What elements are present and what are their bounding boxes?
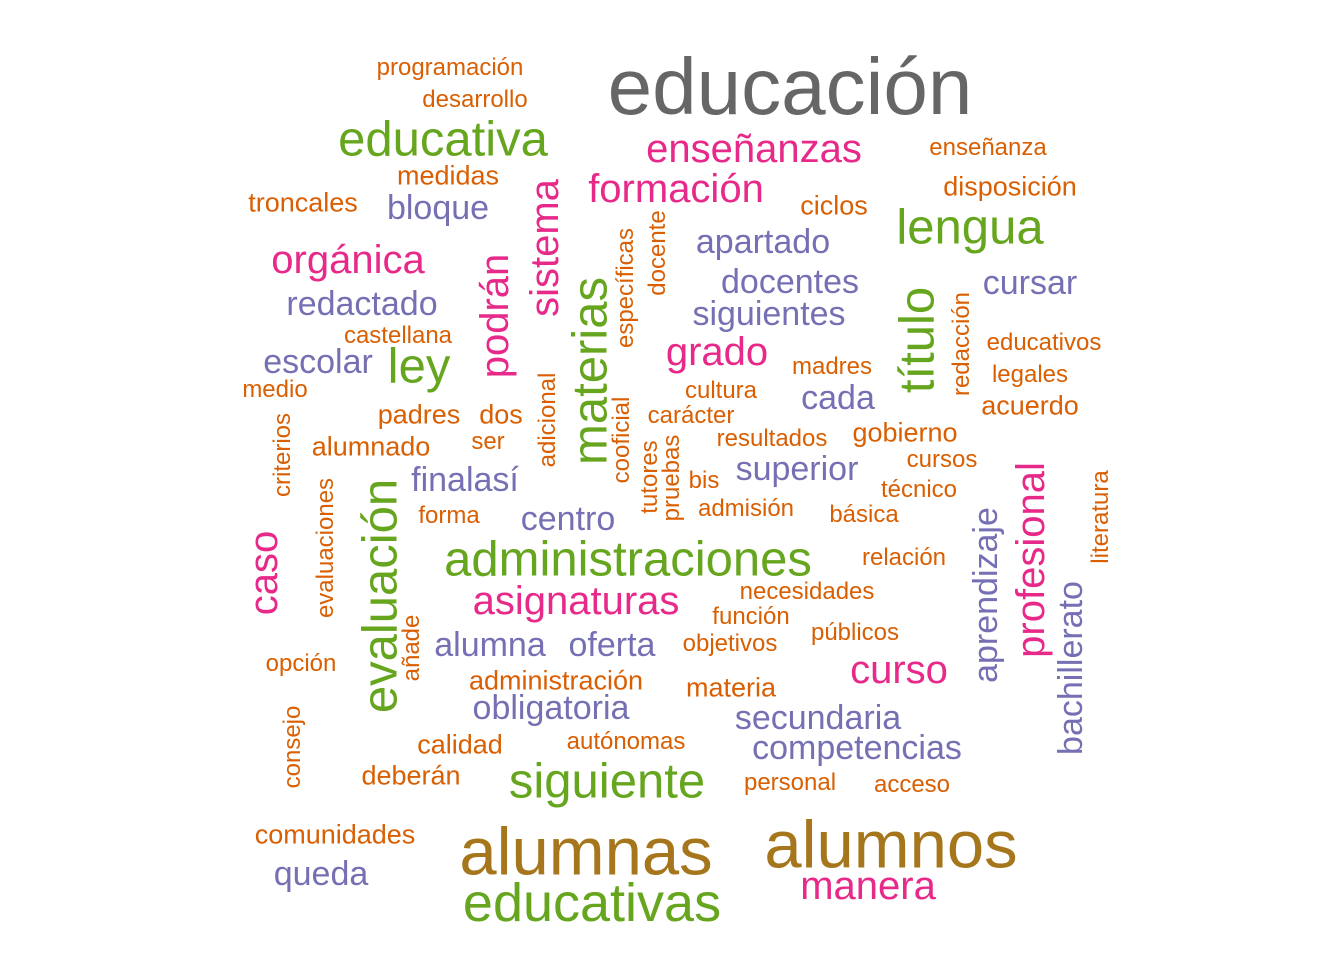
word: desarrollo xyxy=(422,86,528,113)
word: redacción xyxy=(948,291,975,397)
word: orgánica xyxy=(271,238,425,282)
word: admisión xyxy=(697,495,795,522)
word: aprendizaje xyxy=(967,507,1005,683)
word: padres xyxy=(377,399,461,430)
word: educativas xyxy=(462,873,722,933)
word: añade xyxy=(398,614,425,682)
word: autónomas xyxy=(566,728,686,755)
word: título xyxy=(890,286,945,394)
word: escolar xyxy=(263,343,373,381)
word: ciclos xyxy=(800,190,868,221)
word: grado xyxy=(665,330,769,374)
word: medidas xyxy=(396,160,500,191)
word: docentes xyxy=(721,263,859,301)
word: calidad xyxy=(417,729,503,760)
word: troncales xyxy=(248,187,358,218)
word: centro xyxy=(520,500,616,538)
word: técnico xyxy=(880,476,958,503)
word: curso xyxy=(850,648,948,692)
word: sistema xyxy=(523,179,567,317)
word: consejo xyxy=(279,705,306,789)
word: siguientes xyxy=(692,295,846,333)
word: bis xyxy=(688,467,720,494)
word: medio xyxy=(242,376,308,403)
word: formación xyxy=(588,167,764,211)
word: evaluaciones xyxy=(312,477,339,619)
word: ser xyxy=(471,428,505,455)
word: comunidades xyxy=(254,819,416,850)
word: secundaria xyxy=(734,699,902,737)
word: podrán xyxy=(473,253,517,379)
word: administración xyxy=(468,665,644,696)
word: caso xyxy=(242,530,286,616)
word: personal xyxy=(743,769,837,796)
word: alumna xyxy=(434,626,546,664)
word: cursar xyxy=(982,264,1078,302)
word: función xyxy=(712,603,790,630)
word: gobierno xyxy=(852,417,958,448)
word: resultados xyxy=(716,425,828,452)
word: asignaturas xyxy=(472,579,680,623)
word: profesional xyxy=(1009,462,1053,658)
word: pruebas xyxy=(658,434,685,522)
word: opción xyxy=(265,650,337,677)
word: alumnado xyxy=(311,431,431,462)
word: cursos xyxy=(906,446,978,473)
word: enseñanzas xyxy=(646,127,862,171)
word: acceso xyxy=(873,771,951,798)
word: públicos xyxy=(810,619,900,646)
word: obligatoria xyxy=(472,689,630,727)
word: manera xyxy=(800,864,936,908)
word: materia xyxy=(685,672,777,703)
word: dos xyxy=(479,399,523,430)
word: carácter xyxy=(647,402,735,429)
word: alumnos xyxy=(764,807,1018,883)
word: alumnas xyxy=(459,814,713,890)
word: criterios xyxy=(269,412,296,498)
word: finalasí xyxy=(411,461,519,499)
word: bloque xyxy=(386,189,490,227)
word: objetivos xyxy=(682,630,778,657)
word: cultura xyxy=(684,377,758,404)
word: administraciones xyxy=(444,532,812,587)
word: queda xyxy=(273,855,369,893)
word: educativos xyxy=(986,329,1102,356)
word: acuerdo xyxy=(981,390,1079,421)
word: legales xyxy=(991,361,1069,388)
word: enseñanza xyxy=(929,134,1047,161)
word: adicional xyxy=(534,372,561,468)
word: necesidades xyxy=(739,578,875,605)
word: madres xyxy=(791,353,873,380)
word: educativa xyxy=(338,112,548,167)
word: disposición xyxy=(943,171,1077,202)
word: programación xyxy=(376,54,524,81)
word: ley xyxy=(387,339,451,394)
word: superior xyxy=(735,450,859,488)
word: apartado xyxy=(695,223,831,261)
word: redactado xyxy=(286,285,438,323)
word: deberán xyxy=(361,760,461,791)
word: cooficial xyxy=(608,396,635,484)
word: castellana xyxy=(343,322,453,349)
word: cada xyxy=(801,379,875,417)
word: relación xyxy=(861,544,947,571)
word: específicas xyxy=(612,227,639,349)
word: educación xyxy=(607,42,973,131)
word: docente xyxy=(644,210,671,296)
word: forma xyxy=(418,502,480,529)
word: siguiente xyxy=(508,754,706,809)
word: competencias xyxy=(752,729,962,767)
word: oferta xyxy=(568,626,656,664)
word: básica xyxy=(829,501,899,528)
word: bachillerato xyxy=(1052,581,1090,755)
word: lengua xyxy=(896,200,1044,255)
word: literatura xyxy=(1087,470,1114,564)
